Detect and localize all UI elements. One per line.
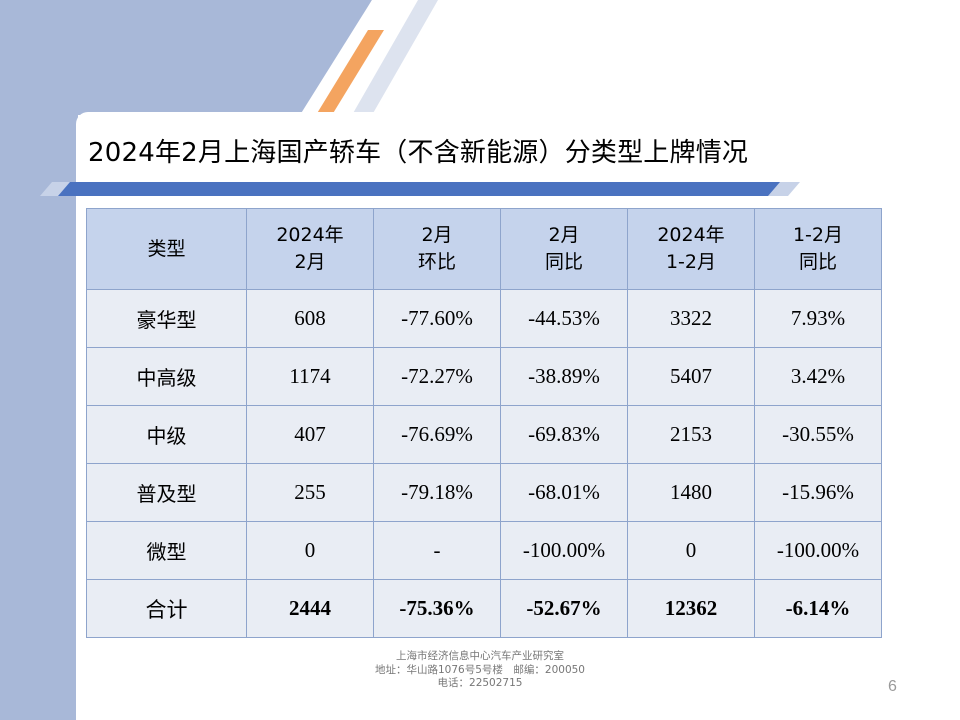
table-cell: 0: [627, 521, 755, 580]
table-header-row: 类型 2024年 2月 2月 环比 2月 同比 2024年 1-2月 1-2月 同比: [86, 208, 882, 290]
table-cell: -6.14%: [754, 579, 882, 638]
footer-address: 地址：华山路1076号5号楼 邮编：200050: [375, 663, 585, 676]
row-type-label: 豪华型: [86, 289, 247, 348]
table-cell: -100.00%: [500, 521, 628, 580]
table-total-row: 合计 2444 -75.36% -52.67% 12362 -6.14%: [86, 579, 882, 638]
column-header: 1-2月同比: [754, 208, 882, 290]
table-row: 中高级 1174 -72.27% -38.89% 5407 3.42%: [86, 347, 882, 406]
footer-info: 上海市经济信息中心汽车产业研究室 地址：华山路1076号5号楼 邮编：20005…: [330, 650, 630, 691]
row-type-label: 合计: [86, 579, 247, 638]
title-underline-bar: [40, 182, 800, 196]
table-row: 普及型 255 -79.18% -68.01% 1480 -15.96%: [86, 463, 882, 522]
row-type-label: 中高级: [86, 347, 247, 406]
column-header-line: 2024年: [276, 224, 344, 246]
column-header: 2024年 1-2月: [627, 208, 755, 290]
table-cell: -44.53%: [500, 289, 628, 348]
column-header-line: 2024年: [657, 224, 725, 246]
table-cell: 2444: [246, 579, 374, 638]
column-header: 2月环比: [373, 208, 501, 290]
table-cell: 3322: [627, 289, 755, 348]
table-cell: -100.00%: [754, 521, 882, 580]
row-type-label: 微型: [86, 521, 247, 580]
footer-organization: 上海市经济信息中心汽车产业研究室: [396, 650, 564, 662]
top-background-decoration: [0, 0, 960, 115]
column-header-line: 环比: [417, 251, 456, 273]
table-body: 豪华型 608 -77.60% -44.53% 3322 7.93% 中高级 1174 -72.…: [86, 289, 882, 638]
column-header-line: 同比: [798, 251, 837, 273]
table-cell: 1174: [246, 347, 374, 406]
registration-table: 类型 2024年 2月 2月 环比 2月 同比 2024年 1-2月 1-2月 同比 豪华型 608-…: [86, 208, 882, 638]
table-cell: -77.60%: [373, 289, 501, 348]
table-cell: 608: [246, 289, 374, 348]
left-background-band: [0, 0, 78, 720]
table-cell: -75.36%: [373, 579, 501, 638]
table-cell: 255: [246, 463, 374, 522]
column-header: 2月同比: [500, 208, 628, 290]
slide-title: 2024年2月上海国产轿车（不含新能源）分类型上牌情况: [88, 138, 749, 168]
table-cell: 407: [246, 405, 374, 464]
table-cell: -69.83%: [500, 405, 628, 464]
table-cell: 12362: [627, 579, 755, 638]
table-cell: 0: [246, 521, 374, 580]
table-cell: 1480: [627, 463, 755, 522]
table-cell: -38.89%: [500, 347, 628, 406]
table-cell: 3.42%: [754, 347, 882, 406]
column-header-line: 2月: [548, 224, 580, 246]
table-row: 微型 0- -100.00% 0 -100.00%: [86, 521, 882, 580]
row-type-label: 普及型: [86, 463, 247, 522]
row-type-label: 中级: [86, 405, 247, 464]
table-cell: 2153: [627, 405, 755, 464]
column-header-line: 1-2月: [665, 251, 717, 273]
column-header-line: 1-2月: [792, 224, 844, 246]
table-cell: -76.69%: [373, 405, 501, 464]
column-header-line: 2月: [421, 224, 453, 246]
page-number: 6: [888, 678, 897, 695]
footer-phone: 电话：22502715: [437, 677, 523, 689]
table-cell: -15.96%: [754, 463, 882, 522]
table-cell: -30.55%: [754, 405, 882, 464]
table-cell: -68.01%: [500, 463, 628, 522]
column-header-line: 2月: [294, 251, 326, 273]
table-row: 豪华型 608 -77.60% -44.53% 3322 7.93%: [86, 289, 882, 348]
column-header: 类型: [86, 208, 247, 290]
table-row: 中级 407 -76.69% -69.83% 2153 -30.55%: [86, 405, 882, 464]
table-cell: -79.18%: [373, 463, 501, 522]
column-header: 2024年 2月: [246, 208, 374, 290]
column-header-line: 类型: [147, 237, 186, 260]
table-cell: -72.27%: [373, 347, 501, 406]
column-header-line: 同比: [544, 251, 583, 273]
table-cell: -52.67%: [500, 579, 628, 638]
table-cell: 5407: [627, 347, 755, 406]
table-cell: -: [373, 521, 501, 580]
table-cell: 7.93%: [754, 289, 882, 348]
